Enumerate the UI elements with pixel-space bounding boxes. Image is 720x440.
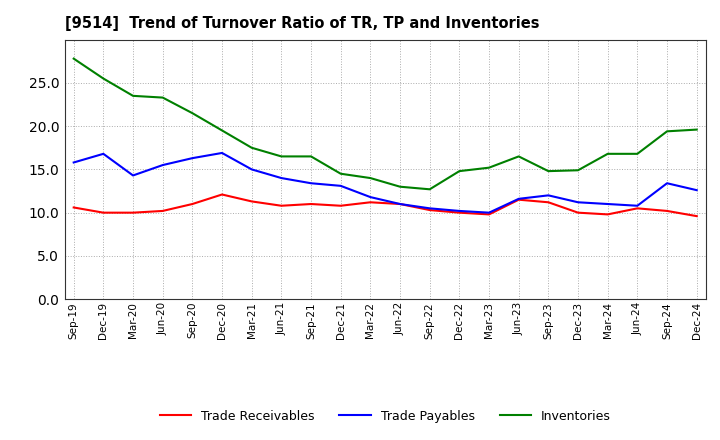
Trade Receivables — [158, 208, 167, 213]
Trade Receivables — [603, 212, 612, 217]
Trade Payables — [336, 183, 345, 188]
Inventories — [426, 187, 434, 192]
Inventories — [603, 151, 612, 157]
Trade Receivables — [69, 205, 78, 210]
Trade Receivables — [217, 192, 226, 197]
Trade Payables — [366, 194, 374, 200]
Trade Receivables — [99, 210, 108, 215]
Inventories — [693, 127, 701, 132]
Inventories — [574, 168, 582, 173]
Trade Receivables — [277, 203, 286, 209]
Trade Payables — [514, 196, 523, 202]
Trade Payables — [248, 167, 256, 172]
Trade Payables — [217, 150, 226, 156]
Trade Receivables — [129, 210, 138, 215]
Inventories — [307, 154, 315, 159]
Inventories — [158, 95, 167, 100]
Inventories — [396, 184, 405, 189]
Trade Payables — [544, 193, 553, 198]
Inventories — [99, 76, 108, 81]
Inventories — [544, 169, 553, 174]
Inventories — [69, 56, 78, 61]
Text: [9514]  Trend of Turnover Ratio of TR, TP and Inventories: [9514] Trend of Turnover Ratio of TR, TP… — [65, 16, 539, 32]
Trade Payables — [455, 208, 464, 213]
Trade Receivables — [574, 210, 582, 215]
Trade Payables — [277, 176, 286, 181]
Trade Payables — [99, 151, 108, 157]
Line: Trade Payables: Trade Payables — [73, 153, 697, 213]
Inventories — [485, 165, 493, 170]
Inventories — [248, 145, 256, 150]
Trade Receivables — [188, 202, 197, 207]
Trade Payables — [662, 180, 671, 186]
Trade Payables — [633, 203, 642, 209]
Line: Trade Receivables: Trade Receivables — [73, 194, 697, 216]
Trade Receivables — [633, 205, 642, 211]
Trade Payables — [603, 202, 612, 207]
Trade Payables — [574, 200, 582, 205]
Trade Payables — [426, 205, 434, 211]
Trade Payables — [485, 210, 493, 215]
Line: Inventories: Inventories — [73, 59, 697, 189]
Trade Receivables — [455, 210, 464, 215]
Trade Receivables — [485, 212, 493, 217]
Trade Receivables — [544, 200, 553, 205]
Inventories — [217, 128, 226, 133]
Inventories — [514, 154, 523, 159]
Trade Receivables — [426, 207, 434, 213]
Trade Receivables — [662, 208, 671, 213]
Trade Payables — [158, 162, 167, 168]
Trade Receivables — [514, 197, 523, 202]
Inventories — [366, 176, 374, 181]
Inventories — [129, 93, 138, 99]
Legend: Trade Receivables, Trade Payables, Inventories: Trade Receivables, Trade Payables, Inven… — [155, 405, 616, 428]
Trade Receivables — [396, 202, 405, 207]
Trade Payables — [693, 187, 701, 193]
Inventories — [662, 128, 671, 134]
Inventories — [336, 171, 345, 176]
Trade Payables — [129, 173, 138, 178]
Inventories — [277, 154, 286, 159]
Trade Receivables — [248, 199, 256, 204]
Trade Receivables — [307, 202, 315, 207]
Trade Payables — [69, 160, 78, 165]
Inventories — [633, 151, 642, 157]
Trade Receivables — [366, 200, 374, 205]
Trade Receivables — [336, 203, 345, 209]
Trade Receivables — [693, 213, 701, 219]
Trade Payables — [307, 180, 315, 186]
Trade Payables — [396, 202, 405, 207]
Trade Payables — [188, 155, 197, 161]
Inventories — [455, 169, 464, 174]
Inventories — [188, 110, 197, 116]
